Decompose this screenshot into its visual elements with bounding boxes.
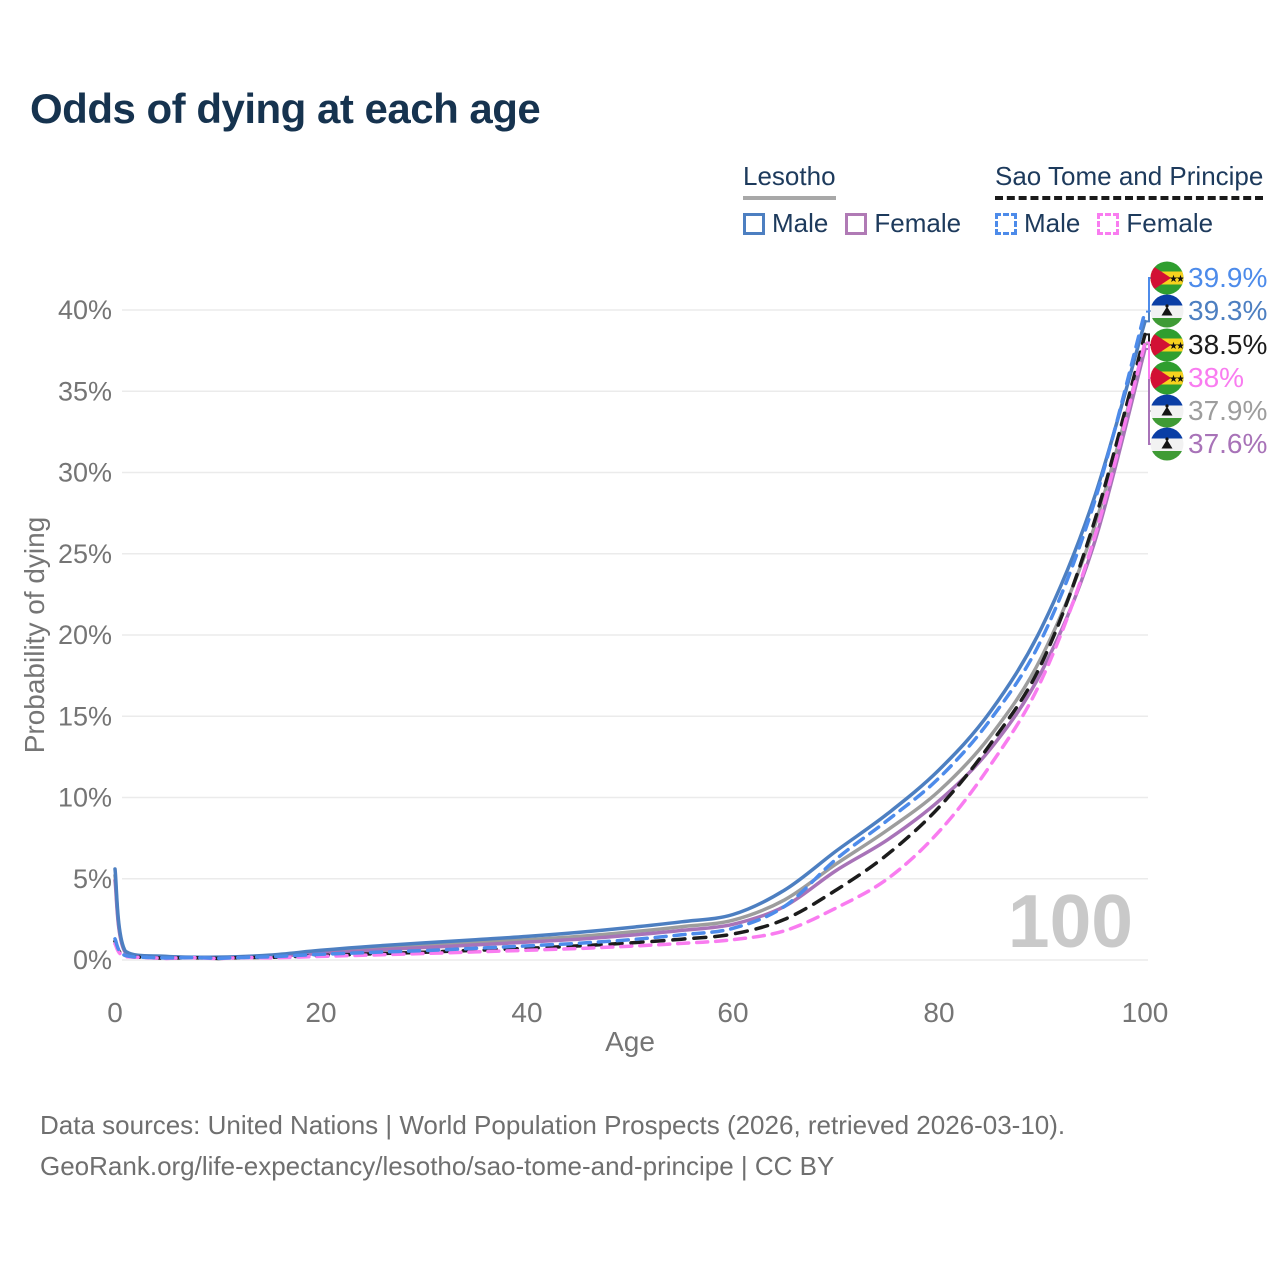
line-lesotho-both[interactable] <box>113 342 1147 960</box>
legend-country-lesotho[interactable]: Lesotho <box>743 161 836 200</box>
x-tick-label: 0 <box>107 997 123 1028</box>
legend-group-lesotho: Lesotho Male Female <box>743 161 961 239</box>
legend-item-lesotho-male[interactable]: Male <box>743 208 828 239</box>
x-tick-label: 40 <box>511 997 542 1028</box>
legend-item-st-female[interactable]: Female <box>1097 208 1213 239</box>
line-lesotho-male[interactable] <box>113 319 1147 959</box>
svg-text:★: ★ <box>1169 341 1178 352</box>
x-tick-label: 60 <box>717 997 748 1028</box>
end-value-label-st-male: 39.9% <box>1188 262 1267 293</box>
lesotho-flag-icon <box>1150 394 1184 428</box>
line-lesotho-female[interactable] <box>113 347 1147 960</box>
attribution-line: GeoRank.org/life-expectancy/lesotho/sao-… <box>40 1151 835 1181</box>
end-value-label-lesotho-both: 37.9% <box>1188 395 1267 426</box>
x-axis-title: Age <box>605 1026 655 1057</box>
lesotho-female-swatch-icon <box>845 212 868 235</box>
x-tick-label: 100 <box>1122 997 1169 1028</box>
svg-text:★: ★ <box>1169 374 1178 385</box>
legend-country-sao-tome[interactable]: Sao Tome and Principe <box>995 161 1264 200</box>
end-value-label-st-both: 38.5% <box>1188 329 1267 360</box>
y-axis-title: Probability of dying <box>19 517 50 754</box>
line-st-both[interactable] <box>113 332 1147 961</box>
legend-group-sao-tome: Sao Tome and Principe Male Female <box>995 161 1264 239</box>
sao-tome-flag-icon: ★★ <box>1150 328 1185 362</box>
sources-line: Data sources: United Nations | World Pop… <box>40 1110 1066 1140</box>
age-watermark: 100 <box>1008 879 1133 963</box>
y-tick-label: 5% <box>73 864 112 894</box>
svg-text:★: ★ <box>1176 274 1185 285</box>
lesotho-male-swatch-icon <box>743 212 765 235</box>
x-tick-label: 20 <box>305 997 336 1028</box>
y-tick-label: 35% <box>58 376 112 406</box>
line-st-male[interactable] <box>113 309 1147 961</box>
y-tick-label: 15% <box>58 701 112 731</box>
legend-label-st-female: Female <box>1126 208 1214 238</box>
y-tick-label: 0% <box>73 945 112 975</box>
sao-tome-flag-icon: ★★ <box>1150 361 1185 395</box>
y-tick-label: 25% <box>58 539 112 569</box>
end-value-label-st-female: 38% <box>1188 362 1244 393</box>
end-value-label-lesotho-female: 37.6% <box>1188 428 1267 459</box>
svg-text:★: ★ <box>1176 374 1185 385</box>
legend-label-lesotho-female: Female <box>874 208 962 238</box>
page-title: Odds of dying at each age <box>30 85 541 132</box>
line-st-female[interactable] <box>113 340 1147 961</box>
legend-item-lesotho-female[interactable]: Female <box>845 208 961 239</box>
lesotho-flag-icon <box>1150 427 1184 461</box>
end-value-label-lesotho-male: 39.3% <box>1188 295 1267 326</box>
sao-tome-flag-icon: ★★ <box>1150 261 1185 295</box>
legend-label-lesotho-male: Male <box>772 208 829 238</box>
st-male-swatch-icon <box>995 212 1017 235</box>
y-tick-label: 40% <box>58 295 112 325</box>
y-tick-label: 10% <box>58 783 112 813</box>
st-female-swatch-icon <box>1097 212 1120 235</box>
lesotho-flag-icon <box>1150 294 1184 328</box>
x-tick-label: 80 <box>923 997 954 1028</box>
y-tick-label: 20% <box>58 620 112 650</box>
svg-text:★: ★ <box>1169 274 1178 285</box>
data-sources: Data sources: United Nations | World Pop… <box>40 1105 1065 1187</box>
legend-label-st-male: Male <box>1024 208 1081 238</box>
legend-item-st-male[interactable]: Male <box>995 208 1080 239</box>
y-tick-label: 30% <box>58 458 112 488</box>
svg-text:★: ★ <box>1176 341 1185 352</box>
